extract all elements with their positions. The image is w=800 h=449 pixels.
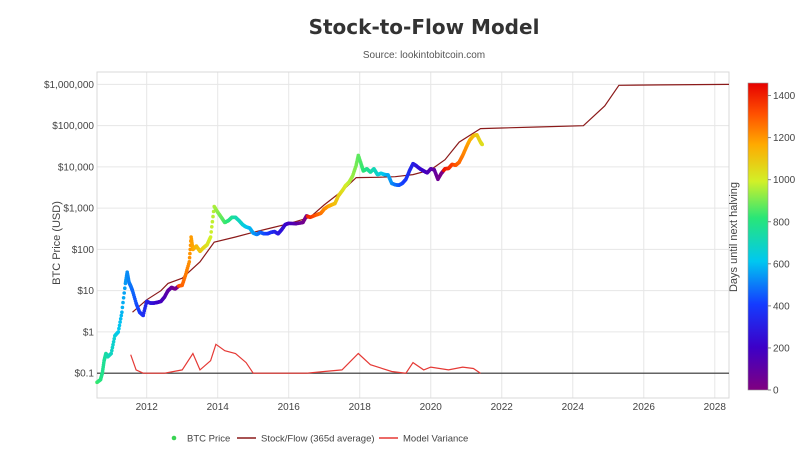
colorbar-tick-label: 200 — [773, 343, 790, 354]
btc-price-series — [95, 133, 485, 385]
btc-price-point — [210, 219, 215, 224]
y-axis-label: BTC Price (USD) — [51, 201, 63, 285]
btc-price-point — [187, 260, 192, 264]
colorbar: 0 200 400 600 800 1000 1200 1400 — [747, 82, 796, 397]
grid-lines — [96, 71, 730, 399]
btc-price-point — [120, 305, 125, 310]
x-tick-label: 2024 — [562, 402, 585, 413]
chart-subtitle: Source: lookintobitcoin.com — [363, 50, 485, 61]
btc-price-point — [209, 230, 213, 234]
x-tick-label: 2016 — [278, 402, 301, 413]
btc-price-point — [110, 345, 115, 350]
colorbar-tick-label: 800 — [773, 217, 790, 228]
btc-price-point — [120, 310, 124, 315]
model-variance-line — [130, 343, 481, 374]
y-tick-label: $100 — [72, 245, 95, 256]
y-axis-ticks: $0.1 $1 $10 $100 $1,000 $10,000 $100,000 $1,000… — [44, 80, 94, 380]
model-variance-series — [130, 343, 481, 374]
colorbar-bar — [747, 82, 769, 391]
colorbar-tick-label: 400 — [773, 301, 790, 312]
btc-price-point — [122, 291, 126, 295]
y-tick-label: $1 — [83, 327, 95, 338]
btc-price-point — [123, 286, 127, 291]
legend-label-btc-price: BTC Price — [187, 434, 230, 445]
colorbar-tick-label: 1400 — [773, 91, 796, 102]
btc-price-point — [110, 348, 114, 353]
btc-price-point — [116, 330, 121, 334]
btc-price-point — [118, 320, 122, 324]
x-tick-label: 2020 — [420, 402, 443, 413]
stock-to-flow-series — [132, 83, 730, 313]
stock-to-flow-line — [132, 83, 730, 313]
x-tick-label: 2014 — [207, 402, 230, 413]
btc-price-point — [111, 340, 116, 344]
btc-price-point — [211, 209, 216, 214]
btc-price-point — [208, 235, 213, 239]
btc-price-point — [112, 337, 116, 341]
colorbar-tick-label: 0 — [773, 386, 779, 397]
btc-price-point — [117, 326, 121, 331]
legend: BTC Price Stock/Flow (365d average) Model … — [171, 434, 468, 445]
legend-label-model-variance: Model Variance — [403, 434, 468, 445]
btc-price-point — [211, 214, 215, 219]
btc-price-point — [119, 313, 124, 318]
y-tick-label: $1,000 — [63, 204, 94, 215]
chart-title: Stock-to-Flow Model — [309, 15, 540, 39]
colorbar-tick-label: 1200 — [773, 133, 796, 144]
x-axis-ticks: 2012 2014 2016 2018 2020 2022 2024 2026 2028 — [136, 402, 727, 413]
y-tick-label: $10 — [77, 286, 94, 297]
y-tick-label: $0.1 — [75, 369, 95, 380]
colorbar-label: Days until next halving — [728, 182, 740, 292]
x-tick-label: 2018 — [349, 402, 372, 413]
colorbar-tick-label: 1000 — [773, 175, 796, 186]
legend-label-stock-to-flow: Stock/Flow (365d average) — [261, 434, 375, 445]
btc-price-point — [188, 247, 192, 252]
colorbar-tick-label: 600 — [773, 259, 790, 270]
x-tick-label: 2012 — [136, 402, 159, 413]
plot-frame — [96, 71, 730, 399]
btc-price-point — [121, 296, 126, 300]
btc-price-point — [118, 317, 123, 321]
btc-price-point — [188, 251, 192, 256]
btc-price-point — [117, 323, 122, 328]
y-tick-label: $1,000,000 — [44, 80, 94, 91]
btc-price-point — [210, 225, 214, 229]
x-tick-label: 2026 — [633, 402, 656, 413]
btc-price-point — [480, 142, 485, 147]
btc-price-point — [121, 300, 125, 305]
y-tick-label: $10,000 — [58, 162, 95, 173]
x-tick-label: 2022 — [491, 402, 514, 413]
legend-marker-btc-price — [171, 435, 177, 441]
x-tick-label: 2028 — [704, 402, 727, 413]
btc-price-point — [111, 342, 115, 347]
y-tick-label: $100,000 — [52, 121, 94, 132]
btc-price-point — [187, 255, 192, 260]
btc-price-point — [109, 351, 113, 356]
